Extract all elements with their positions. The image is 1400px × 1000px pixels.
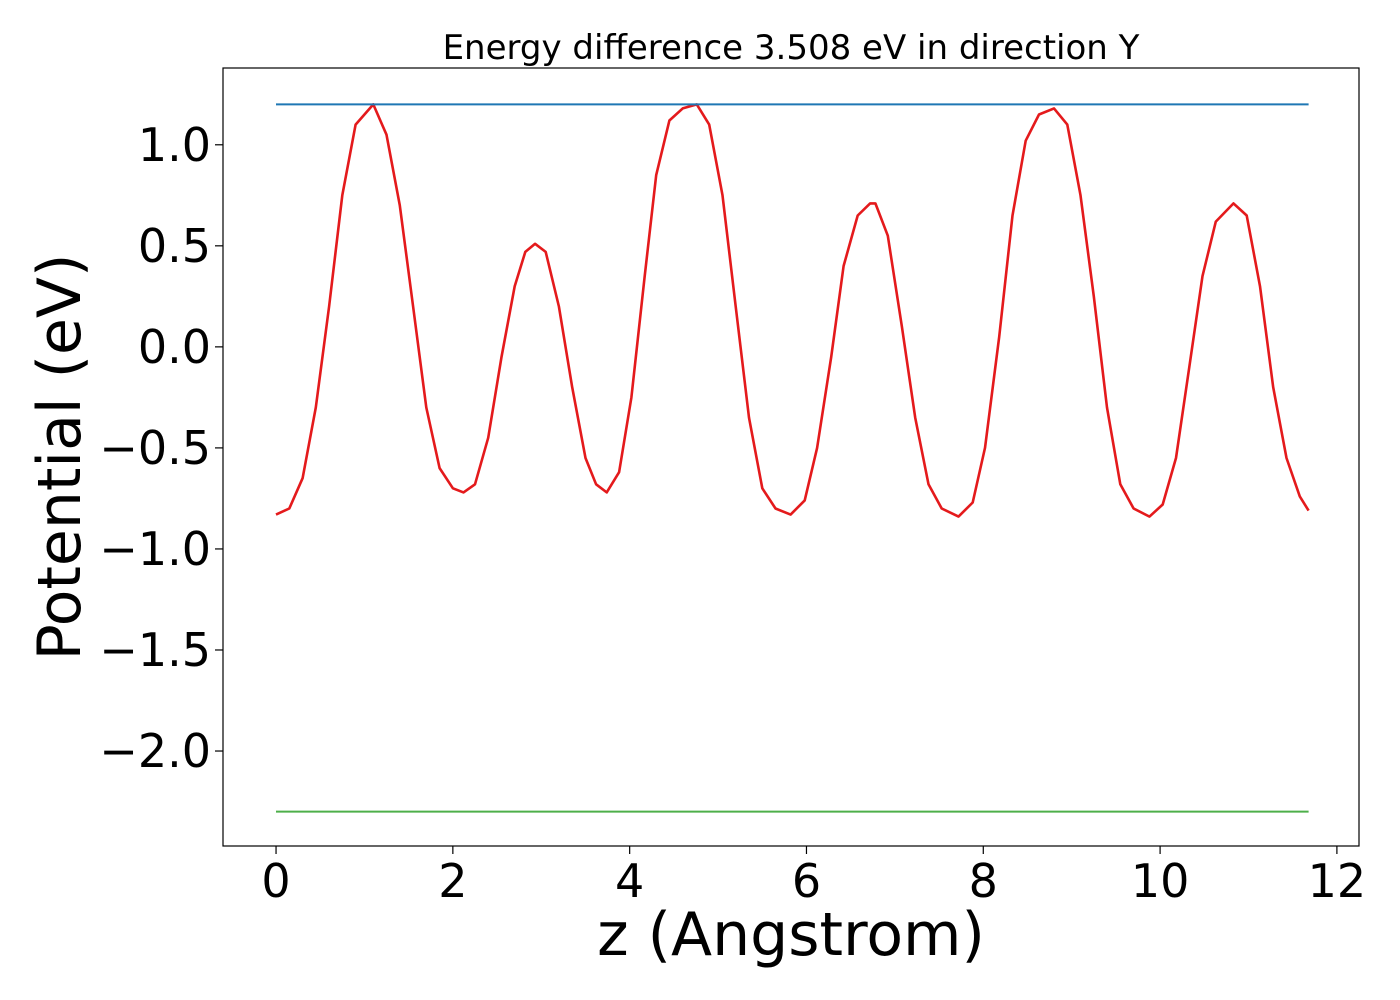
y-axis-title: Potential (eV) xyxy=(25,254,95,661)
y-axis: −2.0 −1.5 −1.0 −0.5 0.0 0.5 1.0 xyxy=(99,118,223,778)
y-tick-label: −1.5 xyxy=(99,623,211,677)
x-tick-label: 8 xyxy=(969,854,998,908)
x-tick-label: 2 xyxy=(438,854,467,908)
x-tick-label: 4 xyxy=(615,854,644,908)
y-tick-label: 0.0 xyxy=(138,320,211,374)
x-tick-label: 6 xyxy=(792,854,821,908)
y-tick-label: −2.0 xyxy=(99,724,211,778)
y-tick-label: 1.0 xyxy=(138,118,211,172)
series-line-potential xyxy=(275,103,1310,518)
plot-frame xyxy=(222,67,1360,847)
x-tick-label: 10 xyxy=(1131,854,1190,908)
x-axis: 0 2 4 6 8 10 12 xyxy=(261,846,1366,908)
x-tick-label: 12 xyxy=(1308,854,1367,908)
x-axis-title: z (Angstrom) xyxy=(597,900,985,970)
y-tick-label: −1.0 xyxy=(99,522,211,576)
y-tick-label: 0.5 xyxy=(138,219,211,273)
y-tick-label: −0.5 xyxy=(99,421,211,475)
x-tick-label: 0 xyxy=(261,854,290,908)
chart-title: Energy difference 3.508 eV in direction … xyxy=(443,28,1140,68)
series-layer xyxy=(275,103,1310,813)
